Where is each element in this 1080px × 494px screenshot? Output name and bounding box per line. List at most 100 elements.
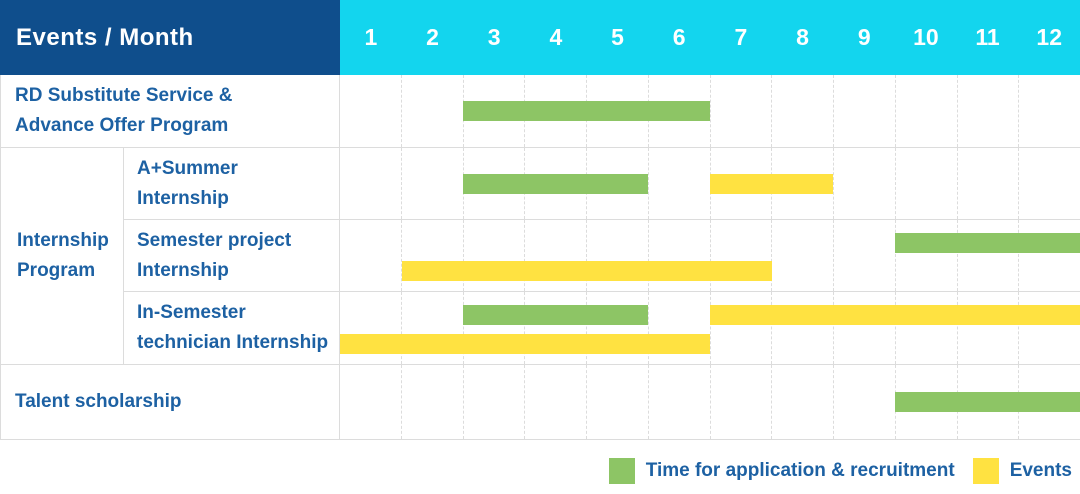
legend-item-events: Events xyxy=(972,458,1072,484)
gantt-bar-application xyxy=(895,232,1080,253)
month-header: 3 xyxy=(487,24,501,50)
legend-label-events: Events xyxy=(1009,460,1072,481)
month-cell xyxy=(647,365,710,439)
month-cell xyxy=(709,75,772,147)
table-header-title: Events / Month xyxy=(0,0,340,75)
legend: Time for application & recruitment Event… xyxy=(0,440,1080,494)
month-cell xyxy=(894,148,957,219)
gantt-bar-events xyxy=(401,261,772,282)
month-cell xyxy=(771,220,833,291)
month-header: 9 xyxy=(857,24,871,50)
month-cell xyxy=(462,148,525,219)
month-cell xyxy=(647,148,710,219)
month-cell xyxy=(400,148,463,219)
month-cell xyxy=(524,292,586,364)
row-label-line: technician Internship xyxy=(137,332,329,353)
month-cell xyxy=(340,75,401,147)
month-header: 6 xyxy=(672,24,686,50)
month-cell xyxy=(771,75,833,147)
gantt-row-talent-scholarship xyxy=(340,365,1080,440)
month-header: 2 xyxy=(426,24,439,50)
month-cell xyxy=(340,220,401,291)
row-label-line: Internship xyxy=(137,187,229,209)
legend-swatch-events-icon xyxy=(972,458,999,484)
group-label-internship-program: Internship Program xyxy=(0,148,124,365)
gantt-bar-application xyxy=(463,173,649,194)
row-label-line: RD Substitute Service & xyxy=(15,85,233,106)
month-cell xyxy=(1018,75,1080,147)
month-cell xyxy=(956,148,1019,219)
month-header: 11 xyxy=(975,24,1000,50)
gantt-bar-events xyxy=(710,173,834,194)
month-cell xyxy=(709,148,772,219)
month-cell xyxy=(833,365,895,439)
row-label-line: In-Semester xyxy=(137,302,246,323)
month-cell xyxy=(771,292,833,364)
month-cell xyxy=(833,148,895,219)
month-cell xyxy=(709,220,772,291)
gantt-bar-application xyxy=(463,305,649,326)
gantt-row-in-semester-technician xyxy=(340,292,1080,365)
month-header: 8 xyxy=(796,24,809,50)
row-label-line: Semester project xyxy=(137,229,292,251)
month-cell xyxy=(894,292,957,364)
row-label-rd-substitute: RD Substitute Service & Advance Offer Pr… xyxy=(0,75,340,148)
month-header: 10 xyxy=(913,24,939,50)
group-label-line: Internship xyxy=(17,230,109,251)
month-cell xyxy=(647,292,710,364)
month-cell xyxy=(833,220,895,291)
month-cell xyxy=(586,292,648,364)
month-cell xyxy=(894,75,957,147)
month-cell xyxy=(340,148,401,219)
row-label-line: A+Summer xyxy=(137,157,238,179)
month-cell xyxy=(833,75,895,147)
events-month-title: Events / Month xyxy=(16,23,194,51)
month-cell xyxy=(709,292,772,364)
gantt-row-a-plus-summer xyxy=(340,148,1080,220)
month-cell xyxy=(400,220,463,291)
month-header: 12 xyxy=(1036,24,1063,50)
gantt-bar-events xyxy=(340,333,710,354)
row-label-line: Talent scholarship xyxy=(15,391,182,412)
month-cell xyxy=(400,292,463,364)
month-cell xyxy=(956,292,1019,364)
month-cell xyxy=(586,220,648,291)
month-cell xyxy=(462,365,525,439)
gantt-row-rd-substitute xyxy=(340,75,1080,148)
row-label-talent-scholarship: Talent scholarship xyxy=(0,365,340,440)
gantt-bar-application xyxy=(463,101,710,121)
month-cell xyxy=(1018,220,1080,291)
month-cell xyxy=(586,365,648,439)
legend-item-application: Time for application & recruitment xyxy=(608,458,955,484)
schedule-table: Events / Month 1 2 3 4 5 6 7 8 9 10 11 1… xyxy=(0,0,1080,440)
month-cell xyxy=(524,220,586,291)
month-cell xyxy=(462,292,525,364)
gantt-row-semester-project xyxy=(340,220,1080,292)
month-cell xyxy=(833,292,895,364)
gantt-bar-events xyxy=(710,305,1080,326)
month-cell xyxy=(524,365,586,439)
month-header: 1 xyxy=(364,24,378,50)
gantt-bar-application xyxy=(895,392,1080,412)
month-cell xyxy=(400,365,463,439)
month-cell xyxy=(1018,292,1080,364)
month-header-row: 1 2 3 4 5 6 7 8 9 10 11 12 xyxy=(340,0,1080,75)
row-label-a-plus-summer: A+Summer Internship xyxy=(124,148,340,220)
month-cell xyxy=(400,75,463,147)
month-cell xyxy=(771,365,833,439)
row-label-line: Internship xyxy=(137,259,229,281)
row-label-in-semester-technician: In-Semester technician Internship xyxy=(124,292,340,365)
month-cell xyxy=(647,220,710,291)
month-cell xyxy=(894,220,957,291)
month-cell xyxy=(462,75,525,147)
legend-label-application: Time for application & recruitment xyxy=(645,460,955,481)
month-cell xyxy=(956,220,1019,291)
legend-swatch-application-icon xyxy=(608,458,635,484)
month-cell xyxy=(1018,148,1080,219)
month-cell xyxy=(462,220,525,291)
row-label-semester-project: Semester project Internship xyxy=(124,220,340,292)
row-label-line: Advance Offer Program xyxy=(15,115,229,136)
month-cell xyxy=(340,365,401,439)
month-header: 4 xyxy=(549,24,563,50)
